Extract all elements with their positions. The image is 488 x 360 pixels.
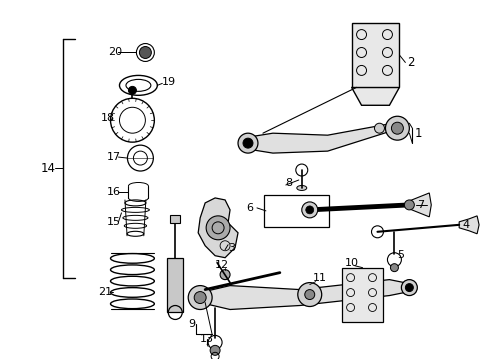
Text: 12: 12 xyxy=(215,260,229,270)
Circle shape xyxy=(404,200,413,210)
Circle shape xyxy=(206,216,229,240)
Circle shape xyxy=(188,285,212,310)
Bar xyxy=(351,23,399,87)
Bar xyxy=(167,258,183,312)
Circle shape xyxy=(301,202,317,218)
Circle shape xyxy=(374,123,384,133)
Circle shape xyxy=(390,122,403,134)
Bar xyxy=(170,215,180,223)
Text: 2: 2 xyxy=(407,56,414,69)
Polygon shape xyxy=(458,216,478,234)
Circle shape xyxy=(305,206,313,214)
Text: 20: 20 xyxy=(108,48,122,58)
Text: 10: 10 xyxy=(344,258,358,268)
Circle shape xyxy=(304,289,314,300)
Circle shape xyxy=(238,133,258,153)
Text: 6: 6 xyxy=(245,203,252,213)
Text: 21: 21 xyxy=(99,287,112,297)
Text: 18: 18 xyxy=(101,113,115,123)
Text: 11: 11 xyxy=(312,273,326,283)
Circle shape xyxy=(297,283,321,306)
Circle shape xyxy=(220,270,229,280)
Polygon shape xyxy=(351,87,399,105)
Bar xyxy=(264,195,328,227)
Polygon shape xyxy=(408,193,430,217)
Text: 16: 16 xyxy=(106,187,120,197)
Circle shape xyxy=(210,345,220,355)
Circle shape xyxy=(139,46,151,58)
Text: 17: 17 xyxy=(106,152,121,162)
Text: 5: 5 xyxy=(397,250,404,260)
Text: 15: 15 xyxy=(106,217,120,227)
Circle shape xyxy=(405,284,412,292)
Text: 19: 19 xyxy=(162,77,176,87)
Circle shape xyxy=(128,86,136,94)
Text: 7: 7 xyxy=(416,200,424,210)
Text: 8: 8 xyxy=(285,178,291,188)
Text: 9: 9 xyxy=(188,319,195,329)
Polygon shape xyxy=(247,122,397,153)
Circle shape xyxy=(401,280,416,296)
Text: 4: 4 xyxy=(461,220,468,230)
Circle shape xyxy=(194,292,206,303)
Polygon shape xyxy=(200,280,413,310)
Text: 14: 14 xyxy=(41,162,56,175)
Text: 1: 1 xyxy=(413,127,421,140)
Text: 13: 13 xyxy=(200,334,214,345)
Ellipse shape xyxy=(296,185,306,190)
Circle shape xyxy=(243,138,252,148)
Bar xyxy=(128,186,148,198)
Polygon shape xyxy=(198,198,238,258)
Bar xyxy=(341,268,383,323)
Text: 3: 3 xyxy=(227,243,235,253)
Circle shape xyxy=(389,264,398,272)
Circle shape xyxy=(385,116,408,140)
